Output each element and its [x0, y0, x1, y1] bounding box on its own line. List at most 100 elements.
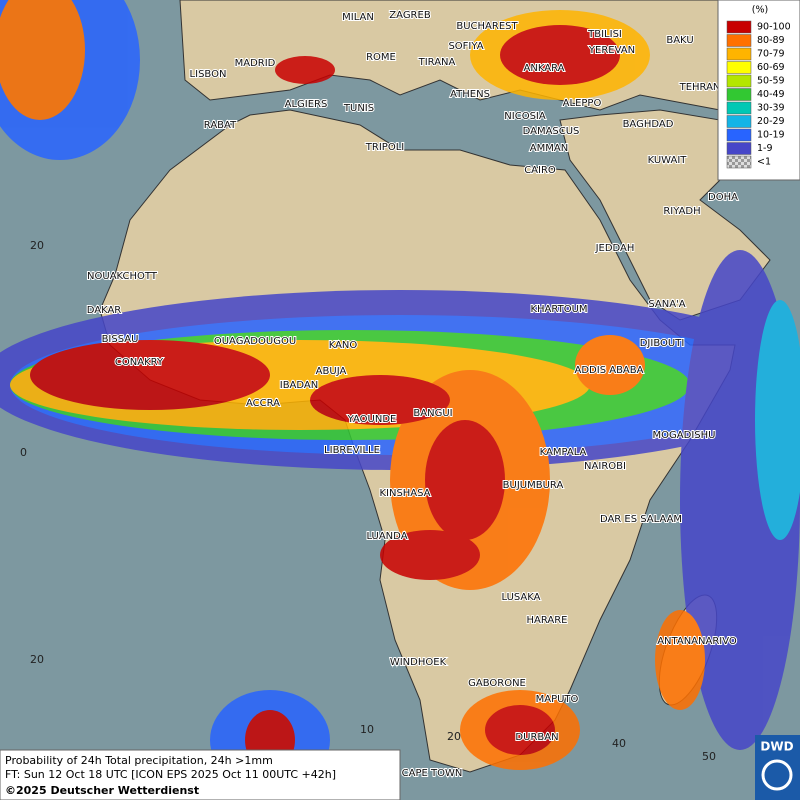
grid-label: 20: [30, 653, 44, 666]
logo: DWD: [755, 735, 800, 800]
city-label: ROME: [366, 52, 396, 63]
city-label: MOGADISHU: [653, 430, 716, 441]
city-label: ANKARA: [524, 63, 565, 74]
copyright: ©2025 Deutscher Wetterdienst: [5, 784, 199, 797]
city-label: GABORONE: [468, 678, 526, 689]
grid-label: 20: [447, 730, 461, 743]
city-label: ALEPPO: [563, 98, 602, 109]
city-label: MAPUTO: [536, 694, 579, 705]
city-label: ADDIS ABABA: [575, 365, 644, 376]
city-label: DAMASCUS: [523, 126, 580, 137]
city-label: BISSAU: [102, 334, 139, 345]
city-label: TIRANA: [418, 57, 456, 68]
city-label: ALGIERS: [285, 99, 328, 110]
city-label: BAGHDAD: [623, 119, 674, 130]
city-label: DJIBOUTI: [640, 338, 685, 349]
grid-label: 50: [702, 750, 716, 763]
logo-swirl: [761, 759, 793, 791]
legend-swatch: [726, 88, 752, 101]
legend-swatch: [726, 128, 752, 142]
city-label: MADRID: [235, 58, 276, 69]
legend-swatch: [726, 155, 752, 169]
city-label: BANGUI: [413, 408, 452, 419]
grid-label: 10: [360, 723, 374, 736]
caption: Probability of 24h Total precipitation, …: [0, 749, 401, 800]
city-label: NOUAKCHOTT: [87, 271, 158, 282]
city-label: TEHRAN: [679, 82, 721, 93]
legend-swatch: [726, 34, 752, 47]
city-label: LUANDA: [366, 531, 407, 542]
city-label: LUSAKA: [502, 592, 541, 603]
city-label: ANTANANARIVO: [657, 636, 737, 647]
city-label: SOFIYA: [448, 41, 483, 52]
city-label: ZAGREB: [389, 10, 431, 21]
city-label: OUAGADOUGOU: [214, 336, 296, 347]
city-label: ACCRA: [246, 398, 280, 409]
city-label: KUWAIT: [648, 155, 688, 166]
city-label: AMMAN: [530, 143, 568, 154]
city-label: IBADAN: [280, 380, 319, 391]
city-label: WINDHOEK: [390, 657, 447, 668]
city-label: LIBREVILLE: [324, 445, 380, 456]
city-label: ATHENS: [450, 89, 490, 100]
city-label: YAOUNDE: [347, 414, 397, 425]
city-label: KHARTOUM: [530, 304, 587, 315]
legend-title: (%): [752, 5, 768, 16]
city-label: CAIRO: [524, 165, 556, 176]
legend-label: 50-59: [757, 76, 785, 87]
city-label: BUJUMBURA: [503, 480, 564, 491]
city-label: JEDDAH: [595, 243, 635, 254]
city-label: BAKU: [666, 35, 693, 46]
legend-label: 90-100: [757, 22, 791, 33]
city-label: DAKAR: [87, 305, 122, 316]
city-label: MILAN: [342, 12, 374, 23]
grid-label: 0: [20, 446, 27, 459]
legend-swatch: [726, 115, 752, 128]
city-label: DURBAN: [515, 732, 558, 743]
legend-items: 90-100 80-89 70-79 60-69 50-59 40-49 30-39 20-2…: [726, 20, 791, 169]
city-label: DOHA: [708, 192, 738, 203]
city-label: CONAKRY: [115, 357, 164, 368]
caption-box: [0, 749, 401, 800]
city-label: SANA'A: [648, 299, 685, 310]
grid-label: 20: [30, 239, 44, 252]
legend-label: 1-9: [757, 143, 773, 154]
legend-swatch: [726, 47, 752, 61]
grid-label: 40: [612, 737, 626, 750]
legend-label: 60-69: [757, 62, 785, 73]
legend-label: 30-39: [757, 103, 785, 114]
city-label: KANO: [329, 340, 358, 351]
grid-labels: 20 0 20 10 20 40 50: [20, 239, 716, 763]
city-label: CAPE TOWN: [402, 768, 463, 779]
city-label: YEREVAN: [588, 45, 635, 56]
legend-label: 10-19: [757, 130, 785, 141]
city-label: NICOSIA: [504, 111, 546, 122]
legend-swatch: [726, 101, 752, 115]
city-label: LISBON: [190, 69, 227, 80]
legend-swatch: [726, 74, 752, 88]
legend-swatch: [726, 20, 752, 34]
city-label: TRIPOLI: [365, 142, 404, 153]
legend: (%) 90-100 80-89 70-79 60-69 50-59 40-49 30-39…: [717, 0, 800, 181]
city-label: BUCHAREST: [456, 21, 518, 32]
city-label: TUNIS: [343, 103, 374, 114]
city-label: ABUJA: [316, 366, 347, 377]
city-label: RIYADH: [663, 206, 700, 217]
legend-label: 70-79: [757, 49, 785, 60]
legend-swatch: [726, 142, 752, 155]
city-labels: MILAN ZAGREB BUCHAREST SOFIYA TBILISI BAKU MAD…: [86, 9, 739, 780]
city-label: KAMPALA: [540, 447, 587, 458]
logo-text: DWD: [760, 740, 793, 754]
legend-label: 20-29: [757, 116, 785, 127]
city-label: KINSHASA: [379, 488, 430, 499]
legend-label: 80-89: [757, 35, 785, 46]
city-label: TBILISI: [587, 29, 622, 40]
city-label: RABAT: [204, 120, 237, 131]
city-label: HARARE: [526, 615, 567, 626]
caption-line: Probability of 24h Total precipitation, …: [5, 754, 273, 767]
legend-label: 40-49: [757, 89, 785, 100]
city-label: NAIROBI: [584, 461, 626, 472]
legend-swatch: [726, 61, 752, 74]
